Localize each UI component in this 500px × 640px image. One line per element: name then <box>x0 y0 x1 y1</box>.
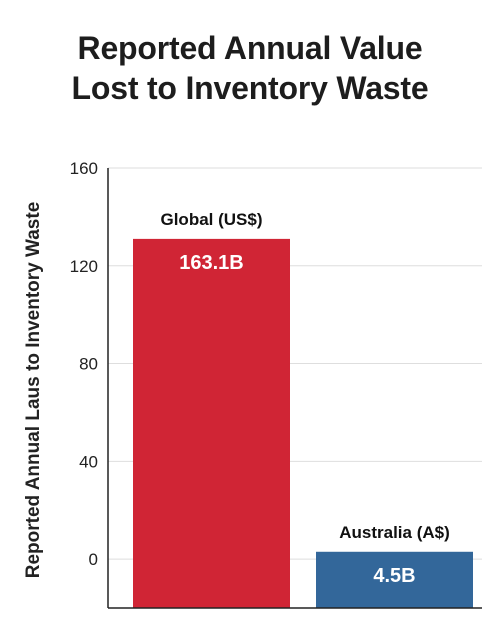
category-label: Global (US$) <box>160 210 262 229</box>
y-tick-label: 40 <box>79 452 98 471</box>
bars <box>133 238 473 608</box>
y-tick-label: 120 <box>70 257 98 276</box>
bar <box>316 551 473 608</box>
chart-title-line-2: Lost to Inventory Waste <box>71 70 429 106</box>
bar-labels: Global (US$) 163.1B Australia (A$) 4.5B <box>160 210 449 587</box>
y-tick-label: 160 <box>70 159 98 178</box>
y-tick-label: 80 <box>79 355 98 374</box>
category-label: Australia (A$) <box>339 523 450 542</box>
y-tick-label: 0 <box>89 550 98 569</box>
chart-title-line-1: Reported Annual Value <box>77 30 423 66</box>
y-tick-labels: 0 40 80 120 160 <box>70 159 98 569</box>
bar <box>133 238 290 608</box>
chart-title: Reported Annual Value Lost to Inventory … <box>0 28 500 108</box>
data-label: 4.5B <box>373 565 415 587</box>
data-label: 163.1B <box>179 252 244 274</box>
